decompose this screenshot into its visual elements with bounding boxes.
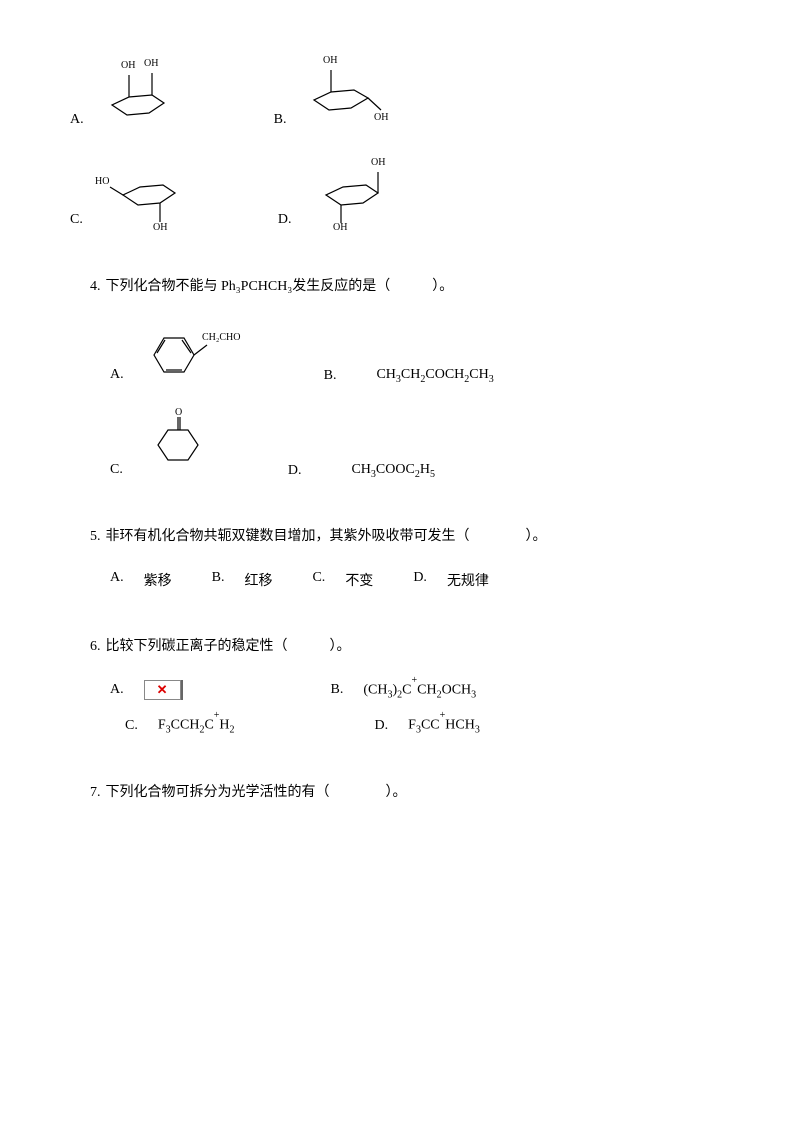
question-6: 6. 比较下列碳正离子的稳定性（ ）。 A. ✕ B. (CH3)2C+CH2OC…: [70, 635, 730, 736]
ho-label: HO: [95, 176, 109, 187]
q6-option-c: C. F3CCH2C+H2: [125, 715, 235, 735]
q3-row1: A. OH OH B. OH OH: [70, 50, 730, 130]
q5-option-a: A. 紫移: [110, 570, 172, 590]
q-num: 7.: [90, 785, 101, 800]
broken-image-icon: ✕: [144, 680, 181, 700]
q-body: 下列化合物不能与 Ph₃PCHCH₃发生反应的是（ ）。: [106, 279, 454, 294]
option-label: A.: [110, 570, 124, 590]
q5-option-d: D. 无规律: [413, 570, 489, 590]
cyclohexanediol-a-icon: OH OH: [94, 55, 189, 130]
q-num: 5.: [90, 529, 101, 544]
question-5: 5. 非环有机化合物共轭双键数目增加，其紫外吸收带可发生（ ）。 A. 紫移 B.…: [70, 525, 730, 590]
q5-text: 5. 非环有机化合物共轭双键数目增加，其紫外吸收带可发生（ ）。: [90, 525, 730, 545]
q4-text: 4. 下列化合物不能与 Ph₃PCHCH₃发生反应的是（ ）。: [90, 275, 730, 295]
q3-option-c: C. HO OH: [70, 160, 213, 230]
q4-option-c: C. O: [110, 405, 208, 480]
oh-label: OH: [374, 112, 388, 123]
q3-option-b: B. OH OH: [274, 50, 402, 130]
q-num: 4.: [90, 279, 101, 294]
q3-option-a: A. OH OH: [70, 55, 189, 130]
option-label: C.: [125, 718, 138, 734]
formula-d: F3CC+HCH3: [408, 715, 480, 735]
q6-option-b: B. (CH3)2C+CH2OCH3: [331, 680, 477, 700]
q3-option-d: D. OH OH: [278, 150, 412, 230]
oh-label: OH: [144, 58, 158, 69]
oh-label: OH: [371, 157, 385, 168]
option-label: D.: [288, 463, 302, 479]
option-text: 紫移: [144, 570, 172, 590]
option-label: D.: [278, 212, 292, 230]
q4-row1: A. CH₂CHO B. CH3CH2COCH2CH3: [110, 320, 730, 385]
option-label: C.: [312, 570, 325, 590]
q-body: 非环有机化合物共轭双键数目增加，其紫外吸收带可发生（ ）。: [106, 529, 547, 544]
q4-option-a: A. CH₂CHO: [110, 320, 244, 385]
option-label: A.: [110, 682, 124, 698]
q6-row2: C. F3CCH2C+H2 D. F3CC+HCH3: [110, 715, 730, 735]
cyclohexanediol-d-icon: OH OH: [301, 150, 411, 230]
option-text: 无规律: [447, 570, 489, 590]
q5-option-b: B. 红移: [212, 570, 273, 590]
option-label: A.: [70, 112, 84, 130]
cyclohexanediol-b-icon: OH OH: [296, 50, 401, 130]
option-text: 不变: [345, 570, 373, 590]
formula-b: (CH3)2C+CH2OCH3: [363, 680, 476, 700]
option-label: B.: [274, 112, 287, 130]
q7-text: 7. 下列化合物可拆分为光学活性的有（ ）。: [90, 781, 730, 801]
option-label: B.: [212, 570, 225, 590]
benzene-ch2cho-icon: CH₂CHO: [134, 320, 244, 385]
q6-text: 6. 比较下列碳正离子的稳定性（ ）。: [90, 635, 730, 655]
q3-row2: C. HO OH D. OH OH: [70, 150, 730, 230]
formula-c: F3CCH2C+H2: [158, 715, 235, 735]
q-num: 6.: [90, 639, 101, 654]
formula-b: CH3CH2COCH2CH3: [376, 367, 493, 385]
o-label: O: [175, 407, 182, 418]
option-label: C.: [110, 462, 123, 480]
formula-d: CH3COOC2H5: [351, 462, 434, 480]
q5-options: A. 紫移 B. 红移 C. 不变 D. 无规律: [110, 570, 730, 590]
oh-label: OH: [121, 60, 135, 71]
q4-option-b: B. CH3CH2COCH2CH3: [324, 367, 494, 385]
q5-option-c: C. 不变: [312, 570, 373, 590]
question-3-options: A. OH OH B. OH OH: [70, 50, 730, 230]
cyclohexanone-icon: O: [133, 405, 208, 480]
option-text: 红移: [244, 570, 272, 590]
q6-row1: A. ✕ B. (CH3)2C+CH2OCH3: [110, 680, 730, 700]
q6-option-d: D. F3CC+HCH3: [375, 715, 480, 735]
q4-row2: C. O D. CH3COOC2H5: [110, 405, 730, 480]
q-body: 比较下列碳正离子的稳定性（ ）。: [106, 639, 351, 654]
option-label: D.: [413, 570, 427, 590]
option-label: D.: [375, 718, 389, 734]
option-label: A.: [110, 367, 124, 385]
oh-label: OH: [333, 222, 347, 230]
q6-option-a: A. ✕: [110, 680, 181, 700]
q-body: 下列化合物可拆分为光学活性的有（ ）。: [106, 785, 407, 800]
question-4: 4. 下列化合物不能与 Ph₃PCHCH₃发生反应的是（ ）。 A. CH₂CHO…: [70, 275, 730, 480]
option-label: C.: [70, 212, 83, 230]
ch2cho-label: CH₂CHO: [202, 332, 241, 343]
oh-label: OH: [323, 55, 337, 66]
option-label: B.: [331, 682, 344, 698]
question-7: 7. 下列化合物可拆分为光学活性的有（ ）。: [70, 781, 730, 801]
option-label: B.: [324, 368, 337, 384]
q4-option-d: D. CH3COOC2H5: [288, 462, 435, 480]
oh-label: OH: [153, 222, 167, 230]
cyclohexanediol-c-icon: HO OH: [93, 160, 213, 230]
